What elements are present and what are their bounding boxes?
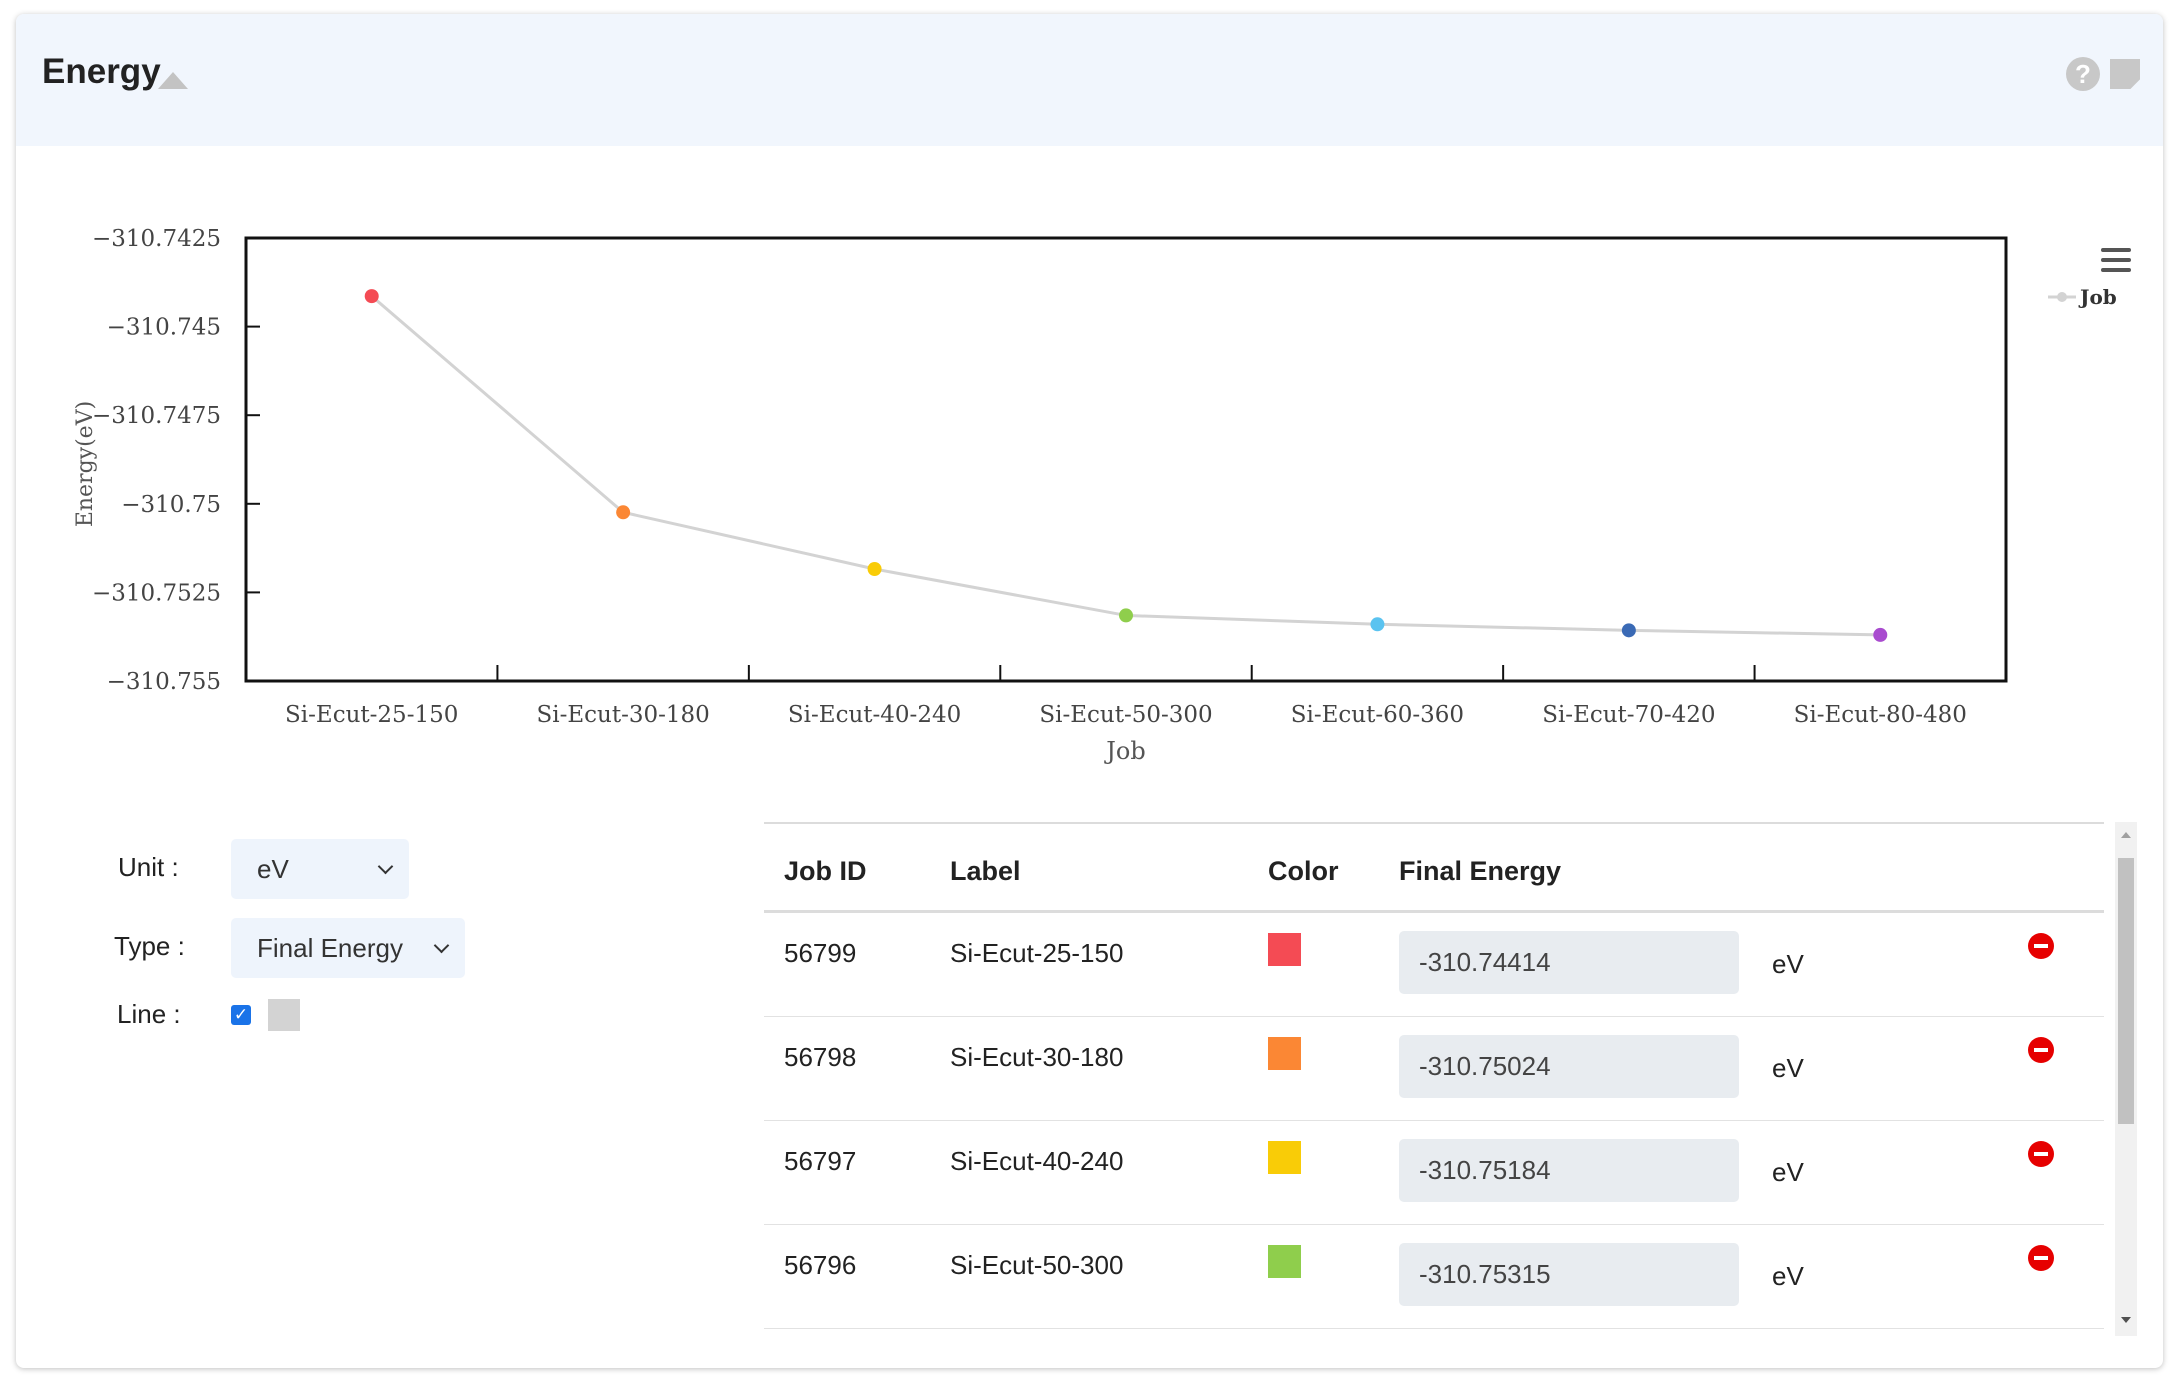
jobs-table: Job ID Label Color Final Energy 56799 Si… [764, 822, 2104, 1338]
collapse-icon[interactable] [158, 72, 188, 89]
x-tick-label: Si-Ecut-70-420 [1542, 702, 1715, 728]
cell-unit: eV [1772, 949, 1804, 979]
scroll-down-arrow-icon[interactable] [2121, 1317, 2131, 1323]
series-line [370, 294, 1881, 637]
panel-title: Energy [42, 52, 161, 91]
cell-label: Si-Ecut-40-240 [950, 1146, 1124, 1176]
table-top-border [764, 822, 2104, 824]
type-select-value: Final Energy [257, 933, 403, 963]
panel-header: Energy ? [16, 14, 2163, 146]
scroll-up-arrow-icon[interactable] [2121, 832, 2131, 838]
y-tick-label: −310.75 [121, 492, 221, 518]
table-row: 56799 Si-Ecut-25-150 -310.74414 eV [764, 913, 2104, 1017]
type-select[interactable]: Final Energy [231, 918, 465, 978]
line-label: Line : [117, 999, 181, 1029]
color-swatch[interactable] [1268, 933, 1301, 966]
plot-frame [244, 236, 2008, 683]
y-tick-label: −310.755 [107, 669, 221, 695]
energy-chart: Energy(eV) Job −310.7425 −310.745 −310.747… [73, 226, 2131, 765]
chart-legend[interactable]: Job [2048, 285, 2117, 309]
table-header-border [764, 910, 2104, 913]
final-energy-value: -310.75184 [1399, 1139, 1739, 1202]
cell-job-id: 56799 [784, 938, 857, 968]
legend-label: Job [2078, 285, 2117, 309]
table-row: 56798 Si-Ecut-30-180 -310.75024 eV [764, 1017, 2104, 1121]
final-energy-value: -310.74414 [1399, 931, 1739, 994]
data-point[interactable] [867, 562, 882, 577]
data-point[interactable] [1119, 608, 1133, 623]
color-swatch[interactable] [1268, 1037, 1301, 1070]
cell-job-id: 56798 [784, 1042, 857, 1072]
y-axis-label: Energy(eV) [73, 401, 98, 527]
chevron-down-icon [433, 937, 450, 954]
help-icon[interactable]: ? [2066, 57, 2100, 91]
data-point[interactable] [1873, 627, 1888, 642]
color-swatch[interactable] [1268, 1245, 1301, 1278]
final-energy-value: -310.75024 [1399, 1035, 1739, 1098]
x-tick-label: Si-Ecut-80-480 [1794, 702, 1967, 728]
cell-job-id: 56796 [784, 1250, 857, 1280]
x-tick-label: Si-Ecut-25-150 [285, 702, 458, 728]
data-point[interactable] [1370, 617, 1385, 632]
color-swatch[interactable] [1268, 1141, 1301, 1174]
cell-label: Si-Ecut-25-150 [950, 938, 1124, 968]
energy-panel: Energy ? Energy(eV) Job −310.7425 −310.74… [16, 14, 2163, 1368]
y-tick-label: −310.7425 [92, 226, 221, 252]
cell-job-id: 56797 [784, 1146, 857, 1176]
unit-select[interactable]: eV [231, 839, 409, 899]
unit-label: Unit : [118, 852, 179, 882]
data-point[interactable] [1621, 623, 1636, 638]
line-color-swatch[interactable] [268, 999, 300, 1031]
header-label: Label [950, 856, 1021, 886]
unit-select-value: eV [257, 854, 289, 884]
x-tick-label: Si-Ecut-40-240 [788, 702, 961, 728]
line-checkbox[interactable]: ✓ [231, 1005, 251, 1025]
remove-icon[interactable] [2028, 1141, 2054, 1167]
chart-menu-icon[interactable] [2101, 248, 2131, 272]
x-tick-label: Si-Ecut-50-300 [1039, 702, 1212, 728]
cell-unit: eV [1772, 1261, 1804, 1291]
header-color: Color [1268, 856, 1339, 886]
header-final-energy: Final Energy [1399, 856, 1562, 886]
cell-label: Si-Ecut-30-180 [950, 1042, 1124, 1072]
remove-icon[interactable] [2028, 933, 2054, 959]
final-energy-value: -310.75315 [1399, 1243, 1739, 1306]
y-tick-label: −310.7525 [92, 580, 221, 606]
y-tick-label: −310.745 [107, 315, 221, 341]
x-tick-label: Si-Ecut-30-180 [536, 702, 709, 728]
cell-unit: eV [1772, 1053, 1804, 1083]
x-tick-label: Si-Ecut-60-360 [1291, 702, 1464, 728]
chevron-down-icon [377, 858, 394, 875]
table-row: 56796 Si-Ecut-50-300 -310.75315 eV [764, 1225, 2104, 1329]
cell-unit: eV [1772, 1157, 1804, 1187]
table-row: 56797 Si-Ecut-40-240 -310.75184 eV [764, 1121, 2104, 1225]
remove-icon[interactable] [2028, 1245, 2054, 1271]
remove-icon[interactable] [2028, 1037, 2054, 1063]
type-label: Type : [114, 931, 185, 961]
data-point[interactable] [364, 289, 379, 304]
note-icon[interactable] [2110, 59, 2140, 89]
y-tick-label: −310.7475 [92, 403, 221, 429]
x-axis-label: Job [1103, 737, 1145, 765]
table-scrollbar[interactable] [2115, 822, 2137, 1336]
header-job-id: Job ID [784, 856, 867, 886]
data-point[interactable] [616, 505, 631, 520]
cell-label: Si-Ecut-50-300 [950, 1250, 1124, 1280]
scroll-thumb[interactable] [2118, 858, 2134, 1124]
